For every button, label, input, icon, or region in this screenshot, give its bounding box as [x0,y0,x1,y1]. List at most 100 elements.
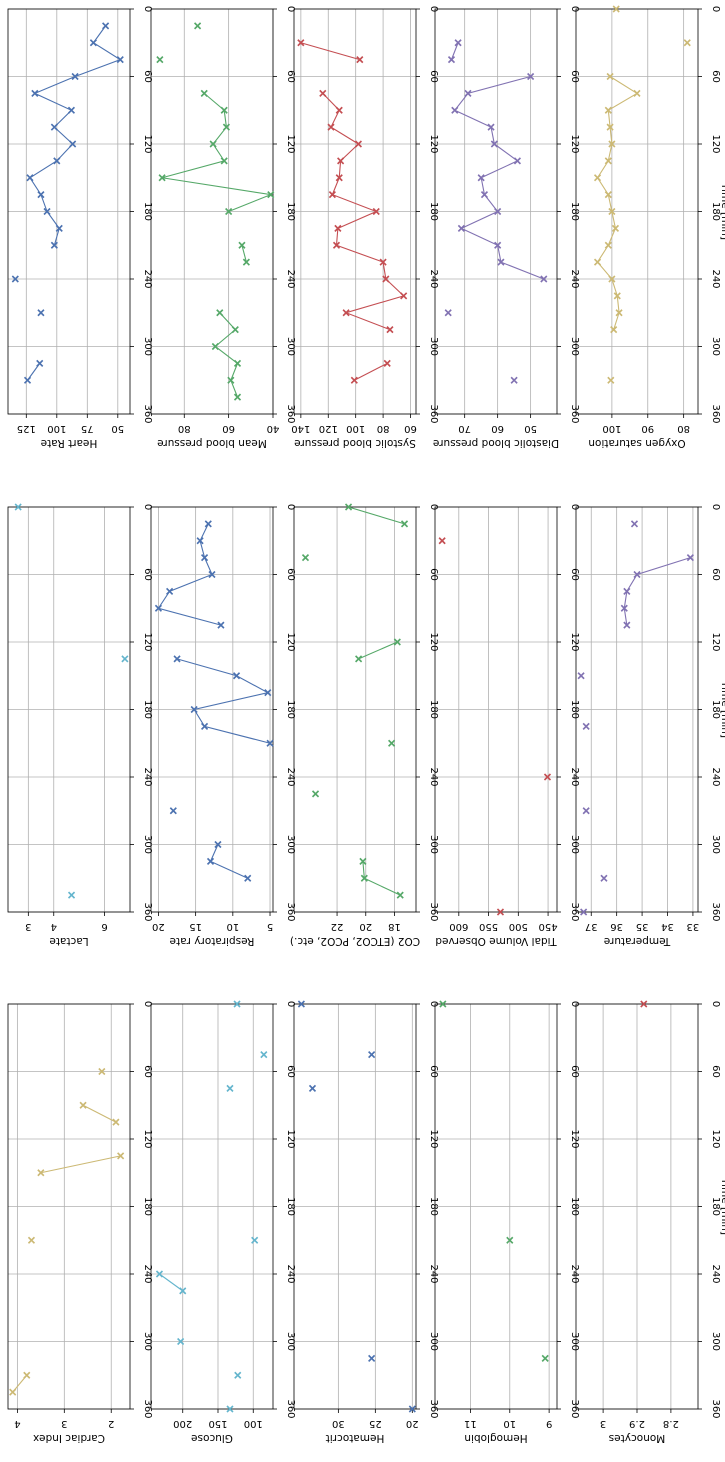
data-point [494,241,502,249]
value-tick-label: 500 [509,921,528,932]
data-point [266,739,274,747]
time-tick-label: 120 [569,1129,580,1148]
panel-monocytes: 0 60 120 180 240 300 360 3 2.9 2.8 Monocytes Time [… [575,1000,725,1444]
data-point [623,587,631,595]
data-point [337,157,345,165]
time-tick-label: 300 [569,337,580,356]
time-tick-label: 360 [285,404,296,423]
data-point [633,570,641,579]
data-point [37,191,45,199]
time-tick-label: 240 [569,767,580,786]
time-tick-label: 360 [285,1399,296,1418]
data-point [580,908,588,916]
data-point [53,157,61,165]
time-tick-label: 0 [285,6,296,12]
time-tick-label: 60 [710,70,721,83]
panel-systolic-blood-pressure: 0 60 120 180 240 300 360 140 120 100 80 60 Systolic … [291,6,439,449]
data-point [226,1084,234,1092]
data-point [334,224,342,232]
time-tick-label: 240 [710,767,721,786]
value-tick-label: 3 [25,921,31,932]
data-point [50,123,58,131]
time-tick-label: 120 [285,632,296,651]
data-point [216,309,224,317]
value-tick-label: 35 [636,921,649,932]
time-tick-label: 0 [710,1001,721,1007]
time-tick-label: 180 [285,1197,296,1216]
data-point [541,1354,549,1362]
time-tick-label: 180 [142,202,153,221]
data-point [582,807,590,815]
data-point [156,56,164,64]
data-point [233,1000,241,1008]
data-point [67,106,76,114]
data-point [14,503,22,511]
data-point [319,89,327,97]
value-tick-label: 140 [291,423,310,434]
time-tick-label: 180 [142,1197,153,1216]
time-tick-label: 300 [285,835,296,854]
data-point [251,1236,259,1244]
value-tick-label: 2 [108,1418,114,1429]
data-point [611,224,620,232]
value-tick-label: 40 [267,423,280,434]
time-tick-label: 0 [710,6,721,12]
data-point [31,89,39,97]
data-point [396,891,404,899]
data-point [527,72,535,81]
data-point [683,39,691,47]
time-axis-label: Time [min] [719,1177,725,1235]
data-point [355,655,363,663]
data-point [606,123,614,131]
data-point [209,140,217,148]
value-axis-label: Hemoglobin [464,1432,527,1444]
time-tick-label: 120 [428,1129,439,1148]
time-tick-label: 120 [428,632,439,651]
series-line [40,1155,121,1174]
data-point [400,292,408,300]
data-point [37,1169,45,1177]
time-tick-label: 240 [285,269,296,288]
time-tick-label: 300 [710,337,721,356]
data-point [179,1287,187,1295]
value-tick-label: 2.9 [629,1418,645,1429]
data-point [379,258,387,266]
data-point [604,157,612,165]
data-point [633,89,641,97]
data-point [67,891,76,899]
time-tick-label: 240 [569,1264,580,1283]
data-point [593,258,602,266]
value-axis-label: Systolic blood pressure [294,437,416,449]
time-tick-label: 300 [428,337,439,356]
data-point [388,739,396,747]
time-tick-label: 180 [142,700,153,719]
data-point [23,1371,31,1379]
time-tick-label: 0 [428,1001,439,1007]
time-tick-label: 240 [710,269,721,288]
data-point [112,1118,120,1126]
data-point [328,191,336,199]
value-axis-label: Respiratory rate [170,935,255,947]
data-point [220,106,228,114]
panel-diastolic-blood-pressure: 0 60 120 180 240 300 360 70 60 50 Diastolic blood … [433,6,580,449]
data-point [200,554,209,562]
time-tick-label: 240 [710,1264,721,1283]
time-tick-label: 240 [285,1264,296,1283]
data-point [490,140,498,148]
value-tick-label: 15 [189,921,202,932]
data-point [335,106,343,114]
data-point [264,689,272,697]
data-point [368,1354,376,1362]
time-tick-label: 360 [142,902,153,921]
time-tick-label: 240 [428,269,439,288]
series-line [82,1104,117,1123]
value-tick-label: 10 [226,921,239,932]
data-point [359,857,367,865]
time-tick-label: 360 [569,404,580,423]
time-tick-label: 120 [142,632,153,651]
data-point [155,1270,164,1278]
time-tick-label: 120 [428,134,439,153]
time-tick-label: 300 [710,1332,721,1351]
time-tick-label: 0 [710,504,721,510]
